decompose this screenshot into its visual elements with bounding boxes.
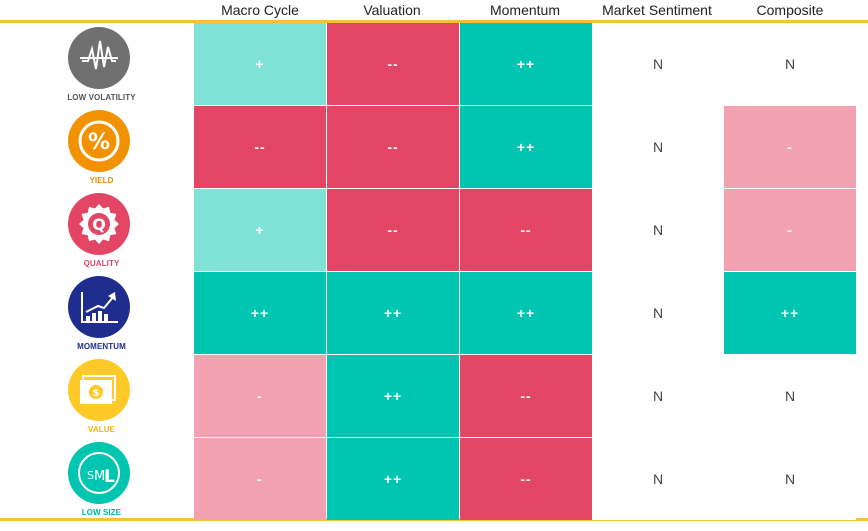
svg-text:%: % — [88, 130, 110, 155]
header-divider — [0, 20, 868, 23]
heatmap-cell-strong-negative: -- — [327, 106, 459, 188]
svg-text:L: L — [104, 467, 115, 487]
momentum-chart-icon — [68, 276, 130, 338]
heatmap-cell-strong-negative: -- — [194, 106, 326, 188]
column-header-valuation: Valuation — [363, 2, 421, 18]
heatmap-cell-neutral: N — [724, 438, 856, 520]
factor-quality: Q QUALITY — [0, 189, 195, 272]
heatmap-cell-neutral: N — [592, 272, 724, 354]
heatmap-cell-positive: + — [194, 23, 326, 105]
heatmap-cell-strong-positive: ++ — [460, 23, 592, 105]
value-dollar-icon: $ — [68, 359, 130, 421]
factor-label: VALUE — [87, 425, 116, 434]
heatmap-cell-strong-positive: ++ — [460, 272, 592, 354]
factor-value: $ VALUE — [0, 355, 195, 438]
heatmap-cell-neutral: N — [592, 355, 724, 437]
heatmap-cell-strong-positive: ++ — [327, 272, 459, 354]
heatmap-cell-neutral: N — [592, 438, 724, 520]
heatmap-cell-strong-positive: ++ — [724, 272, 856, 354]
heatmap-cell-strong-negative: -- — [327, 23, 459, 105]
heatmap-cell-strong-negative: -- — [327, 189, 459, 271]
heatmap-cell-positive: + — [194, 189, 326, 271]
heatmap-cell-neutral: N — [724, 355, 856, 437]
heatmap-cell-negative: - — [194, 355, 326, 437]
heatmap-cell-neutral: N — [592, 23, 724, 105]
heatmap-cell-strong-positive: ++ — [194, 272, 326, 354]
heatmap-cell-strong-negative: -- — [460, 355, 592, 437]
heatmap-cell-strong-negative: -- — [460, 438, 592, 520]
factor-low-volatility: LOW VOLATILITY — [0, 23, 195, 106]
svg-text:Q: Q — [92, 215, 106, 234]
column-header-composite: Composite — [756, 2, 824, 18]
heatmap-cell-negative: - — [724, 106, 856, 188]
yield-percent-icon: % — [68, 110, 130, 172]
quality-badge-icon: Q — [68, 193, 130, 255]
column-header-macro-cycle: Macro Cycle — [221, 2, 299, 18]
factor-momentum: MOMENTUM — [0, 272, 195, 355]
column-header-momentum: Momentum — [489, 2, 561, 18]
heatmap-cell-neutral: N — [724, 23, 856, 105]
column-header-market-sentiment: Market Sentiment — [602, 2, 712, 18]
factor-label: YIELD — [89, 176, 114, 185]
heatmap-cell-strong-negative: -- — [460, 189, 592, 271]
svg-text:$: $ — [93, 388, 100, 399]
factor-label: LOW VOLATILITY — [67, 93, 136, 102]
heatmap-cell-neutral: N — [592, 189, 724, 271]
heatmap-cell-strong-positive: ++ — [460, 106, 592, 188]
factor-low-size: S M L LOW SIZE — [0, 438, 195, 521]
factor-label: LOW SIZE — [81, 508, 122, 517]
factor-label: MOMENTUM — [77, 342, 126, 351]
heatmap-cell-negative: - — [194, 438, 326, 520]
low-size-sml-icon: S M L — [68, 442, 130, 504]
factor-label: QUALITY — [83, 259, 120, 268]
svg-text:S: S — [87, 469, 94, 482]
heatmap-cell-strong-positive: ++ — [327, 355, 459, 437]
factor-yield: % YIELD — [0, 106, 195, 189]
heatmap-cell-neutral: N — [592, 106, 724, 188]
svg-text:M: M — [94, 469, 105, 484]
heatmap-cell-strong-positive: ++ — [327, 438, 459, 520]
column-header-row: Macro Cycle Valuation Momentum Market Senti… — [0, 0, 868, 20]
low-volatility-icon — [68, 27, 130, 89]
heatmap-cell-negative: - — [724, 189, 856, 271]
